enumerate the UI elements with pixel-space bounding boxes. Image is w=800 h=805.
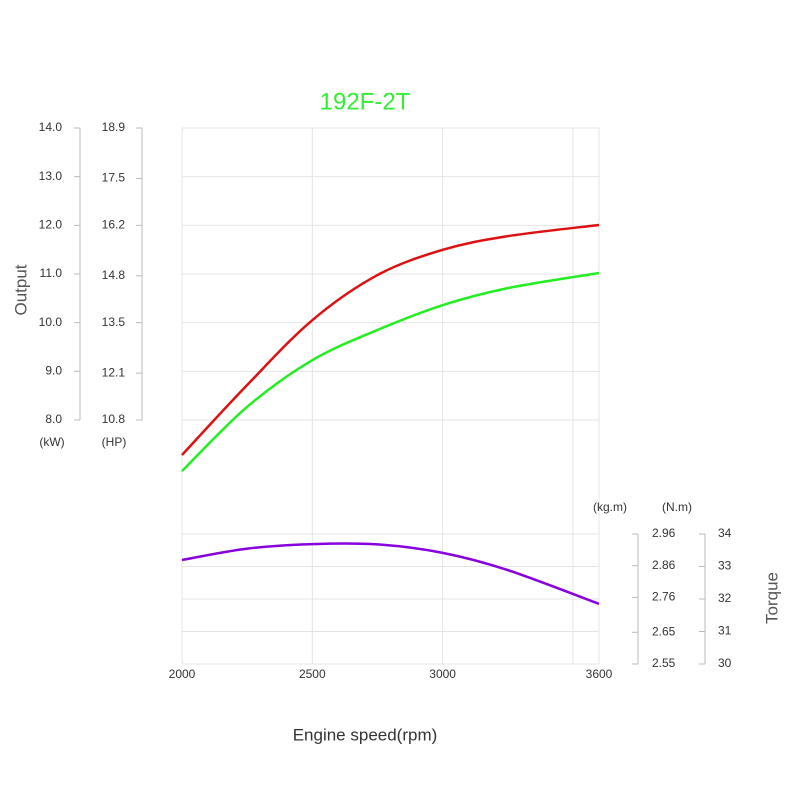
y-tick-label: 2.55 — [652, 656, 676, 670]
y-tick-label: 13.5 — [102, 315, 126, 329]
chart-title: 192F-2T — [320, 88, 411, 115]
y-axis-unit: (kg.m) — [593, 500, 627, 514]
series-line — [181, 542, 600, 606]
x-axis-label: Engine speed(rpm) — [293, 725, 438, 744]
y-tick-label: 14.8 — [102, 268, 126, 282]
series-line — [181, 223, 600, 456]
y-tick-label: 17.5 — [102, 171, 126, 185]
y-tick-label: 9.0 — [45, 364, 62, 378]
y-axis-unit: (kW) — [39, 435, 64, 449]
y-tick-label: 11.0 — [40, 266, 63, 280]
y-tick-label: 10.0 — [39, 315, 63, 329]
y-tick-label: 12.1 — [102, 365, 126, 379]
y-axis-unit: (HP) — [102, 435, 127, 449]
x-tick-label: 2500 — [299, 667, 326, 681]
y-tick-label: 2.76 — [652, 590, 676, 604]
y-tick-label: 12.0 — [39, 218, 63, 232]
series-line — [181, 271, 600, 472]
x-tick-label: 3600 — [586, 667, 613, 681]
y-tick-label: 2.65 — [652, 624, 676, 638]
y-tick-label: 34 — [718, 526, 732, 540]
x-tick-label: 3000 — [429, 667, 456, 681]
y-tick-label: 10.8 — [102, 412, 126, 426]
y-tick-label: 14.0 — [39, 120, 63, 134]
y-tick-label: 13.0 — [39, 169, 63, 183]
y-tick-label: 2.86 — [652, 558, 676, 572]
torque-label: Torque — [762, 572, 781, 624]
x-tick-label: 2000 — [169, 667, 196, 681]
y-axis-unit: (N.m) — [662, 500, 692, 514]
y-tick-label: 33 — [718, 559, 732, 573]
y-tick-label: 30 — [718, 656, 732, 670]
output-label: Output — [11, 264, 30, 315]
y-tick-label: 32 — [718, 591, 732, 605]
y-tick-label: 8.0 — [45, 412, 62, 426]
y-tick-label: 18.9 — [102, 120, 126, 134]
y-tick-label: 31 — [718, 624, 732, 638]
y-tick-label: 16.2 — [102, 218, 126, 232]
y-tick-label: 2.96 — [652, 526, 676, 540]
